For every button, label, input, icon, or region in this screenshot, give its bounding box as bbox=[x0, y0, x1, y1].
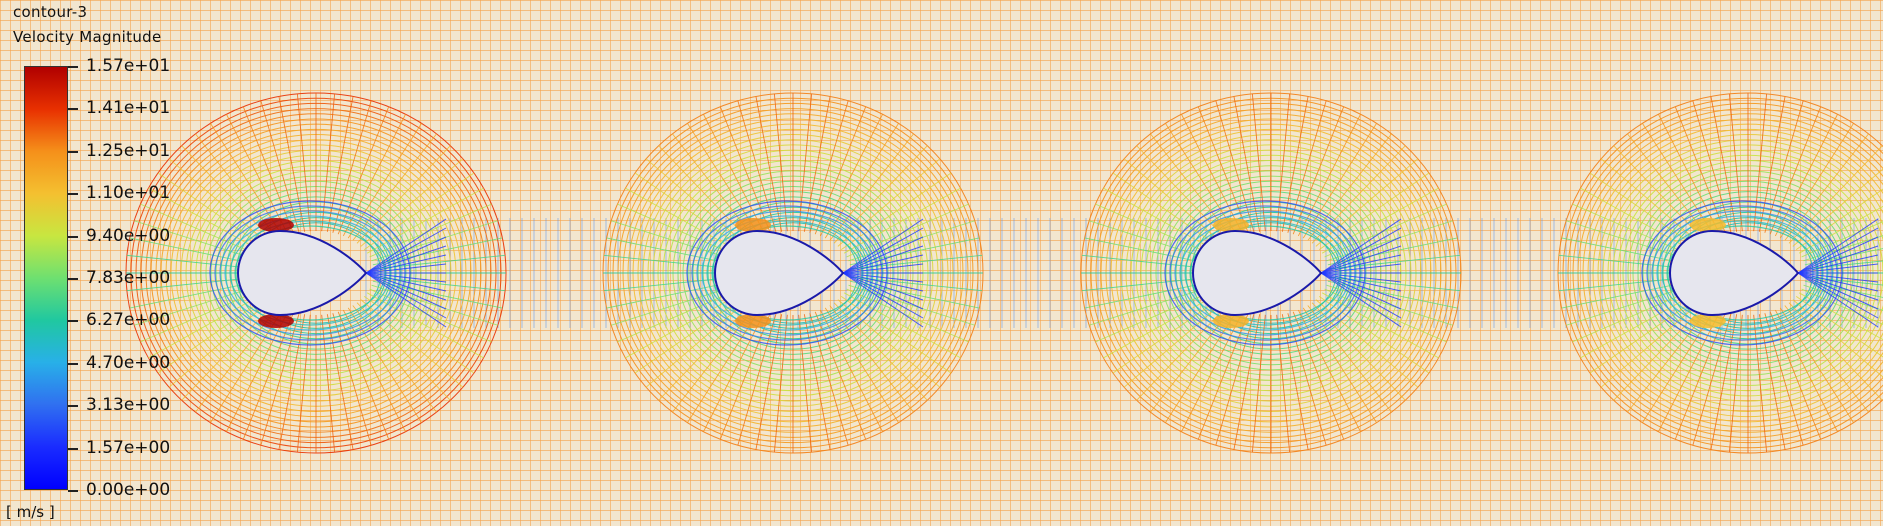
legend-tick-label: 1.41e+01 bbox=[86, 98, 171, 119]
legend-tick-label: 1.25e+01 bbox=[86, 140, 171, 161]
legend-tick-mark bbox=[68, 362, 78, 365]
legend-variable-name: Velocity Magnitude bbox=[13, 28, 162, 46]
legend-tick-label: 4.70e+00 bbox=[86, 352, 171, 373]
legend-contour-name: contour-3 bbox=[13, 3, 88, 21]
legend-colorbar[interactable] bbox=[24, 66, 68, 490]
body-mesh-2 bbox=[602, 92, 984, 454]
body-mesh-3 bbox=[1080, 92, 1462, 454]
legend-tick-label: 3.13e+00 bbox=[86, 395, 171, 416]
legend-tick-label: 1.10e+01 bbox=[86, 183, 171, 204]
legend-tick-label: 7.83e+00 bbox=[86, 268, 171, 288]
legend-tick-label: 1.57e+00 bbox=[86, 437, 171, 458]
body-mesh-4 bbox=[1557, 92, 1883, 454]
legend-unit-label: [ m/s ] bbox=[6, 503, 55, 521]
legend-tick-mark bbox=[68, 405, 78, 408]
legend-tick-mark bbox=[68, 447, 78, 450]
legend-tick-mark bbox=[68, 193, 78, 196]
legend-tick-label: 9.40e+00 bbox=[86, 225, 171, 246]
body-solid[interactable] bbox=[237, 229, 368, 317]
body-mesh-1 bbox=[125, 92, 507, 454]
legend-tick-mark bbox=[68, 490, 78, 492]
legend-tick-mark bbox=[68, 150, 78, 153]
wake-mesh bbox=[365, 217, 1883, 328]
legend-tick-mark bbox=[68, 278, 78, 280]
legend-tick-mark bbox=[68, 235, 78, 238]
legend-tick-label: 1.57e+01 bbox=[86, 56, 171, 76]
body-solid[interactable] bbox=[1669, 229, 1800, 317]
legend-tick-label: 6.27e+00 bbox=[86, 310, 171, 331]
legend-tick-label: 0.00e+00 bbox=[86, 480, 171, 500]
body-solid[interactable] bbox=[714, 229, 845, 317]
body-solid[interactable] bbox=[1192, 229, 1323, 317]
legend-tick-mark bbox=[68, 66, 78, 68]
legend-tick-mark bbox=[68, 108, 78, 111]
legend-tick-mark bbox=[68, 320, 78, 323]
